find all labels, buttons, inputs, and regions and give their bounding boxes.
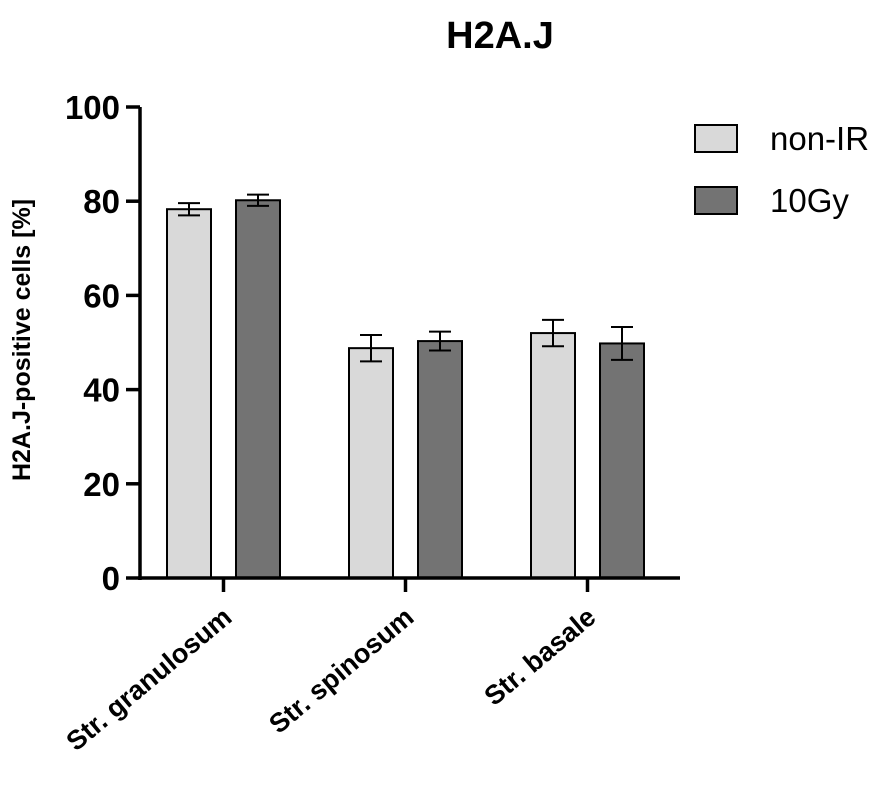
- y-tick-label-2: 40: [83, 372, 120, 409]
- y-tick-label-3: 60: [83, 277, 120, 314]
- x-category-label-2: Str. basale: [479, 602, 602, 712]
- y-tick-label-1: 20: [83, 466, 120, 503]
- x-category-label-0: Str. granulosum: [61, 602, 238, 757]
- legend: non-IR 10Gy: [694, 120, 869, 219]
- bar-0-1: [348, 347, 394, 580]
- legend-label-1: 10Gy: [770, 182, 849, 219]
- y-tick-label-5: 100: [65, 89, 120, 126]
- y-tick-label-4: 80: [83, 183, 120, 220]
- y-axis-label: H2A.J-positive cells [%]: [8, 199, 36, 481]
- bar-0-2: [530, 332, 576, 579]
- bar-0-0: [166, 208, 212, 579]
- bar-1-0: [235, 199, 281, 579]
- x-category-label-1: Str. spinosum: [263, 602, 419, 740]
- bar-1-1: [417, 340, 463, 579]
- y-tick-label-0: 0: [102, 560, 120, 597]
- legend-swatch-0: [694, 124, 738, 153]
- bar-1-2: [599, 342, 645, 579]
- legend-label-0: non-IR: [770, 120, 869, 157]
- chart-title: H2A.J: [446, 15, 554, 57]
- bars-layer: [166, 193, 645, 580]
- legend-swatch-1: [694, 186, 738, 215]
